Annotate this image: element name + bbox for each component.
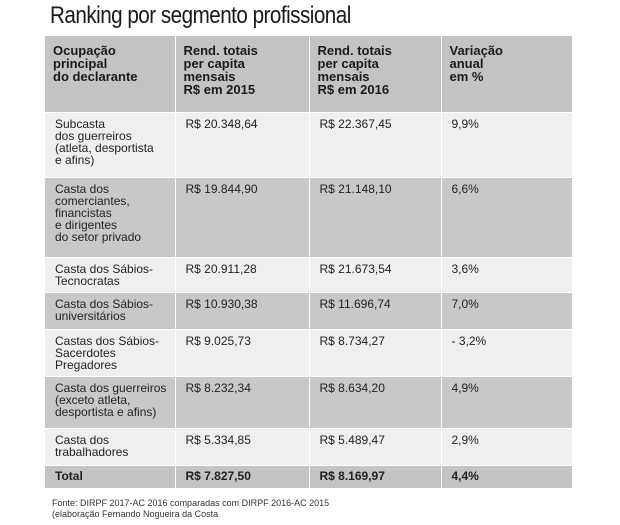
table-row: Casta dos trabalhadores R$ 5.334,85 R$ 5.… [45, 428, 572, 466]
cell-line: Pregadores [55, 358, 118, 372]
cell-line: (exceto atleta, [55, 393, 131, 407]
row-variation: 4,9% [441, 376, 572, 429]
cell-line: per capita [183, 56, 245, 71]
cell-line: Tecnocratas [55, 274, 120, 288]
row-value-2015: R$ 10.930,38 [175, 292, 310, 330]
cell-line: dos guerreiros [55, 129, 132, 143]
row-value-2016: R$ 8.734,27 [309, 329, 442, 377]
header-rend-2016: Rend. totais per capita mensais R$ em 2016 [309, 36, 442, 113]
cell-line: mensais [183, 69, 236, 84]
row-variation: - 3,2% [441, 329, 572, 377]
ranking-table: Ocupação principal do declarante Rend. tot… [45, 36, 572, 489]
row-value-2015: R$ 9.025,73 [175, 329, 310, 377]
row-label: Casta dos trabalhadores [45, 428, 176, 466]
total-value-2016: R$ 8.169,97 [309, 465, 442, 489]
cell-line: Casta dos [55, 433, 110, 447]
row-label: Casta dos Sábios- Tecnocratas [45, 257, 176, 293]
table-row: Casta dos Sábios-universitários R$ 10.93… [45, 292, 572, 330]
table-row: Casta dos comerciantes, financistas e dirig… [45, 177, 572, 258]
row-value-2016: R$ 21.148,10 [309, 177, 442, 258]
cell-line: Subcasta [55, 117, 106, 131]
cell-line: do setor privado [55, 230, 142, 244]
cell-line: Rend. totais [317, 43, 392, 58]
cell-line: e afins) [55, 153, 95, 167]
cell-line: Rend. totais [183, 43, 258, 58]
cell-line: em % [449, 69, 484, 84]
row-variation: 2,9% [441, 428, 572, 466]
row-label: Casta dos comerciantes, financistas e dirig… [45, 177, 176, 258]
cell-line: per capita [317, 56, 379, 71]
row-value-2016: R$ 5.489,47 [309, 428, 442, 466]
row-value-2015: R$ 5.334,85 [175, 428, 310, 466]
total-row: Total R$ 7.827,50 R$ 8.169,97 4,4% [45, 465, 572, 489]
page-title: Ranking por segmento profissional [50, 2, 351, 29]
row-value-2016: R$ 21.673,54 [309, 257, 442, 293]
row-variation: 3,6% [441, 257, 572, 293]
row-variation: 6,6% [441, 177, 572, 258]
row-variation: 9,9% [441, 112, 572, 178]
cell-line: Variação [449, 43, 504, 58]
cell-line: Casta dos Sábios- [55, 262, 154, 276]
header-rend-2015: Rend. totais per capita mensais R$ em 2015 [175, 36, 310, 113]
cell-line: Casta dos [55, 182, 110, 196]
table-row: Casta dos guerreiros (exceto atleta, despo… [45, 376, 572, 429]
row-label: Subcasta dos guerreiros (atleta, desportis… [45, 112, 176, 178]
cell-line: (atleta, desportista [55, 141, 154, 155]
cell-line: mensais [317, 69, 370, 84]
header-variacao: Variação anual em % [441, 36, 572, 113]
row-value-2015: R$ 20.911,28 [175, 257, 310, 293]
row-value-2015: R$ 19.844,90 [175, 177, 310, 258]
row-value-2016: R$ 8.634,20 [309, 376, 442, 429]
row-label: Castas dos Sábios- Sacerdotes Pregadores [45, 329, 176, 377]
cell-line: e dirigentes [55, 218, 118, 232]
total-label: Total [45, 465, 176, 489]
cell-line: do declarante [53, 69, 138, 84]
cell-line: trabalhadores [55, 445, 129, 459]
row-variation: 7,0% [441, 292, 572, 330]
row-value-2015: R$ 20.348,64 [175, 112, 310, 178]
cell-line: financistas [55, 206, 112, 220]
table-row: Castas dos Sábios- Sacerdotes Pregadores R… [45, 329, 572, 377]
table-row: Subcasta dos guerreiros (atleta, desportis… [45, 112, 572, 178]
row-value-2015: R$ 8.232,34 [175, 376, 310, 429]
cell-line: principal [53, 56, 108, 71]
cell-line: Castas dos Sábios- [55, 334, 160, 348]
row-label: Casta dos guerreiros (exceto atleta, despo… [45, 376, 176, 429]
cell-line: Casta dos Sábios- [55, 297, 154, 311]
table-header-row: Ocupação principal do declarante Rend. tot… [45, 36, 572, 113]
cell-line: R$ em 2016 [317, 82, 390, 97]
cell-line: comerciantes, [55, 194, 130, 208]
header-ocupacao: Ocupação principal do declarante [45, 36, 176, 113]
cell-line: R$ em 2015 [183, 82, 256, 97]
cell-line: Casta dos guerreiros [55, 381, 167, 395]
total-variation: 4,4% [441, 465, 572, 489]
cell-line: anual [449, 56, 484, 71]
cell-line: Sacerdotes [55, 346, 116, 360]
cell-line: Ocupação [53, 43, 116, 58]
table-row: Casta dos Sábios- Tecnocratas R$ 20.911,2… [45, 257, 572, 293]
source-line: Fonte: DIRPF 2017-AC 2016 comparadas com… [52, 498, 330, 508]
source-line: (elaboração Fernando Nogueira da Costa [52, 509, 219, 519]
row-value-2016: R$ 11.696,74 [309, 292, 442, 330]
cell-line: desportista e afins) [55, 405, 157, 419]
row-label: Casta dos Sábios-universitários [45, 292, 176, 330]
source-note: Fonte: DIRPF 2017-AC 2016 comparadas com… [52, 498, 329, 520]
cell-line: universitários [55, 309, 126, 323]
row-value-2016: R$ 22.367,45 [309, 112, 442, 178]
total-value-2015: R$ 7.827,50 [175, 465, 310, 489]
